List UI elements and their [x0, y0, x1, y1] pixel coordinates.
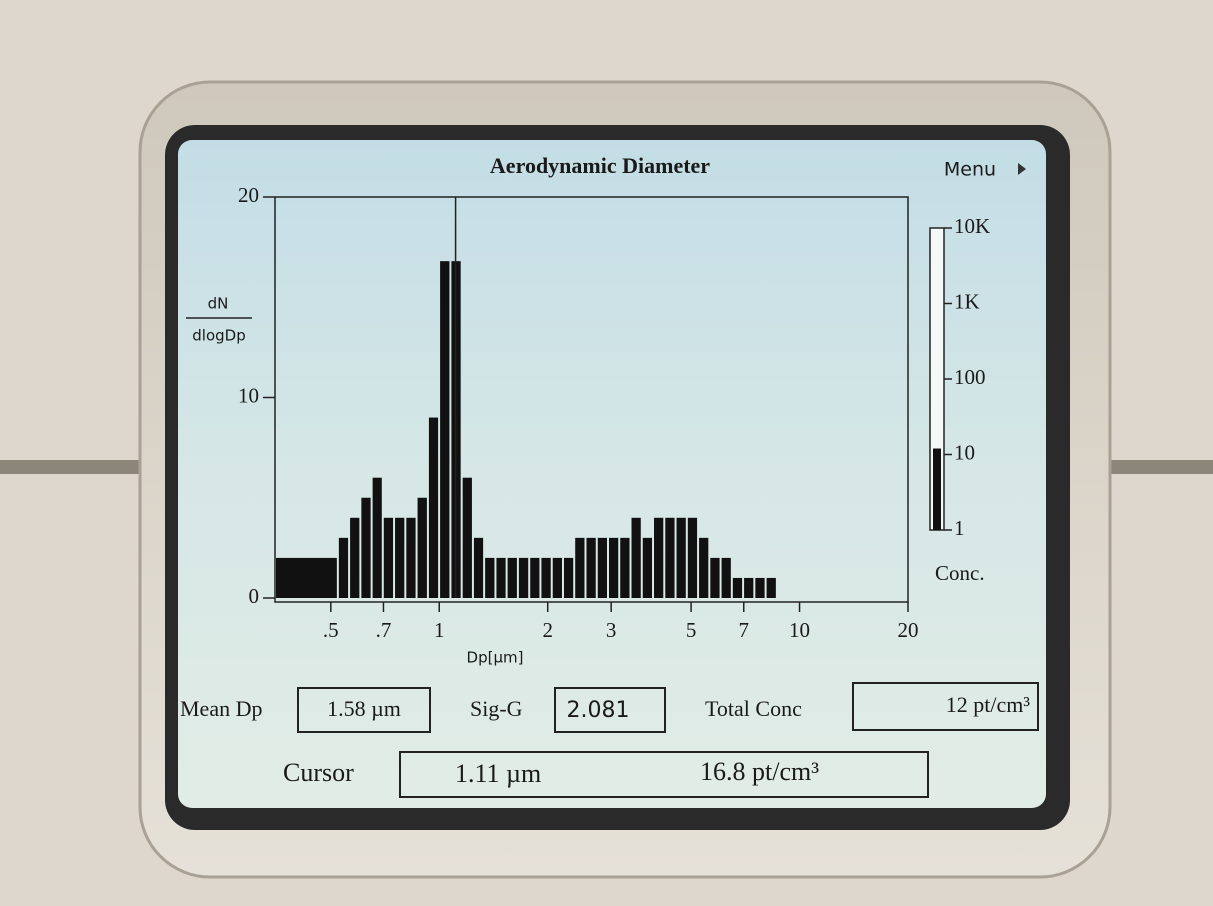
menu-button[interactable]: Menu: [944, 159, 996, 181]
bar: [530, 557, 540, 598]
bar: [485, 557, 495, 598]
bar: [609, 537, 619, 598]
bar: [721, 557, 731, 598]
x-label: Dp[µm]: [467, 649, 524, 667]
x-tick-label: 7: [738, 618, 749, 642]
bar: [586, 537, 596, 598]
bar: [732, 577, 743, 598]
conc-tick-label: 10: [954, 440, 975, 464]
bar: [699, 537, 709, 598]
bar: [710, 557, 720, 598]
bar: [350, 517, 360, 598]
x-tick-label: 2: [542, 618, 553, 642]
bar: [507, 557, 517, 598]
bar: [597, 537, 608, 598]
bar: [676, 517, 686, 598]
bar: [654, 517, 664, 598]
screen: [178, 140, 1046, 808]
bar: [406, 517, 416, 598]
bar: [383, 517, 394, 598]
x-tick-label: .5: [323, 618, 339, 642]
mean-dp-value: 1.58 µm: [327, 696, 401, 721]
bar: [642, 537, 653, 598]
x-tick-label: 10: [789, 618, 810, 642]
x-tick-label: 20: [898, 618, 919, 642]
bar: [518, 557, 529, 598]
bar: [372, 477, 382, 598]
bar: [575, 537, 585, 598]
bar: [462, 477, 472, 598]
x-tick-label: 3: [606, 618, 617, 642]
x-tick-label: .7: [376, 618, 392, 642]
total-conc-label: Total Conc: [705, 696, 802, 721]
cursor-label: Cursor: [283, 758, 354, 787]
y-label-denominator: dlogDp: [192, 327, 245, 345]
y-tick-label: 20: [238, 183, 259, 207]
total-conc-box: [852, 682, 1039, 731]
conc-tick-label: 1: [954, 516, 965, 540]
bar: [428, 417, 439, 598]
bar: [496, 557, 506, 598]
cursor-diameter: 1.11 µm: [455, 759, 541, 788]
bar: [361, 497, 371, 598]
x-tick-label: 1: [434, 618, 445, 642]
seam-right: [1095, 460, 1213, 474]
cursor-concentration: 16.8 pt/cm³: [700, 757, 819, 786]
conc-tick-label: 1K: [954, 289, 980, 313]
bar: [620, 537, 630, 598]
plot-frame: [274, 196, 909, 603]
y-tick-label: 10: [238, 383, 259, 407]
x-tick-label: 5: [686, 618, 697, 642]
bar: [744, 577, 754, 598]
conc-label: Conc.: [935, 561, 985, 585]
y-tick-label: 0: [249, 584, 260, 608]
bar: [338, 537, 349, 598]
seam-left: [0, 460, 140, 474]
bar: [755, 577, 765, 598]
bar: [631, 517, 641, 598]
sig-g-value: 2.081: [567, 698, 630, 723]
chart-title: Aerodynamic Diameter: [490, 153, 710, 178]
bar: [440, 261, 450, 598]
total-conc-value: 12 pt/cm³: [946, 692, 1031, 717]
bar: [552, 557, 562, 598]
bar: [687, 517, 698, 598]
bar: [541, 557, 551, 598]
cursor-box: [399, 751, 929, 798]
bar: [395, 517, 405, 598]
mean-dp-label: Mean Dp: [180, 696, 262, 721]
sig-g-box: [554, 687, 666, 733]
bar: [417, 497, 427, 598]
mean-dp-box: [297, 687, 431, 733]
conc-tick-label: 100: [954, 365, 986, 389]
y-label-numerator: dN: [208, 295, 229, 313]
conc-tick-label: 10K: [954, 214, 990, 238]
sig-g-label: Sig-G: [470, 696, 523, 721]
bar: [473, 537, 484, 598]
conc-bar: [933, 448, 941, 530]
bar: [276, 557, 337, 598]
menu-arrow: [1018, 163, 1026, 175]
bar: [665, 517, 675, 598]
bar: [766, 577, 776, 598]
bar: [563, 557, 574, 598]
